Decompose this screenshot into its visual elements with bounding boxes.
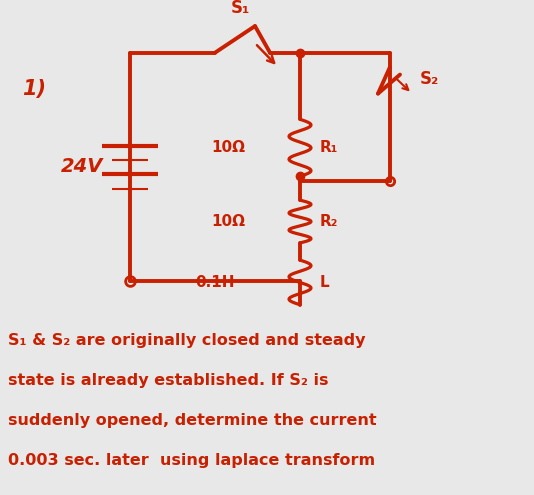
Text: state is already established. If S₂ is: state is already established. If S₂ is bbox=[8, 373, 328, 388]
Text: R₂: R₂ bbox=[320, 214, 339, 229]
Text: 1): 1) bbox=[22, 79, 46, 99]
Text: S₂: S₂ bbox=[420, 70, 439, 88]
Text: 24V: 24V bbox=[61, 157, 103, 176]
Text: 0.1H: 0.1H bbox=[195, 275, 235, 290]
Text: 10Ω: 10Ω bbox=[211, 214, 245, 229]
Text: S₁ & S₂ are originally closed and steady: S₁ & S₂ are originally closed and steady bbox=[8, 333, 365, 348]
Text: S₁: S₁ bbox=[230, 0, 249, 16]
Text: L: L bbox=[320, 275, 329, 290]
Text: 10Ω: 10Ω bbox=[211, 140, 245, 155]
Text: 0.003 sec. later  using laplace transform: 0.003 sec. later using laplace transform bbox=[8, 453, 375, 468]
Text: R₁: R₁ bbox=[320, 140, 339, 155]
Text: suddenly opened, determine the current: suddenly opened, determine the current bbox=[8, 413, 376, 428]
